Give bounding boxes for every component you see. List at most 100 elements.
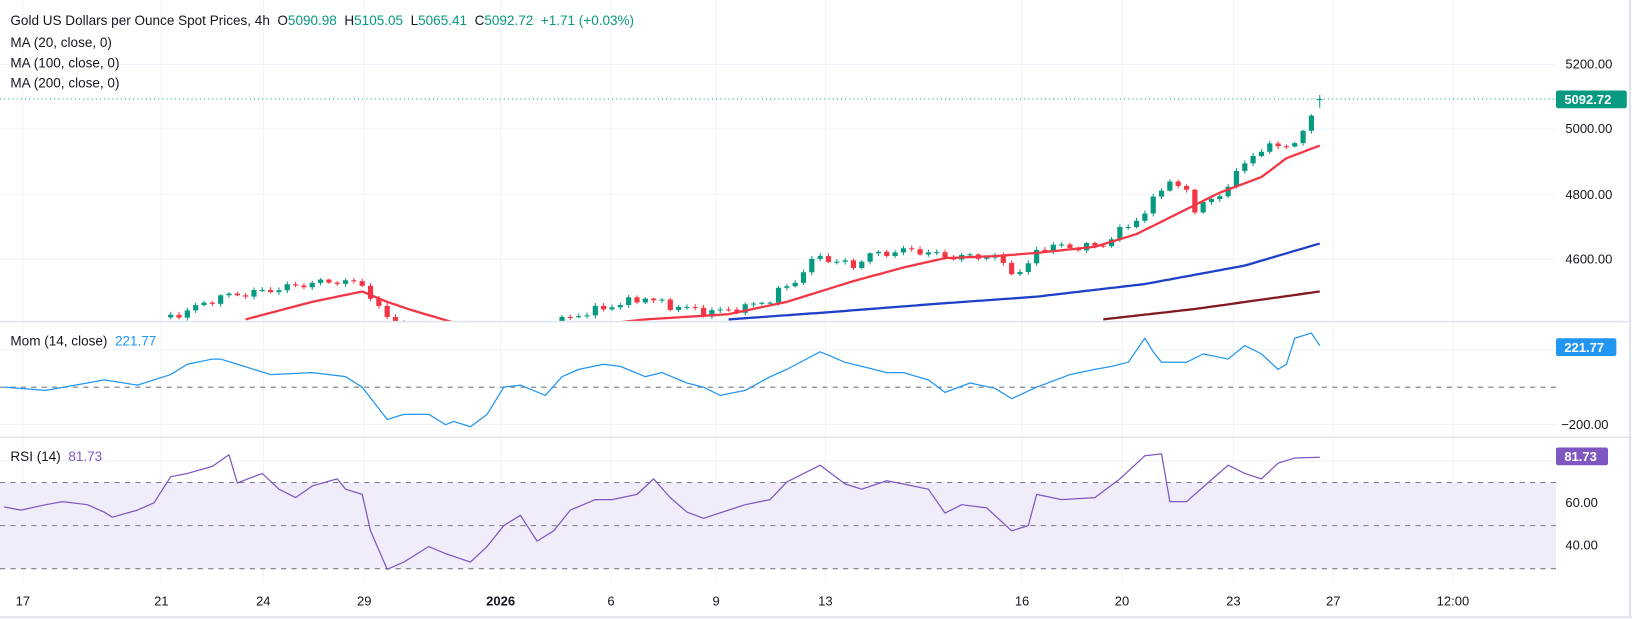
- candle-body: [168, 314, 174, 318]
- candle-body: [526, 329, 531, 338]
- mom-value: 221.77: [114, 333, 157, 349]
- candle-body: [817, 256, 823, 259]
- time-label: 29: [357, 594, 371, 609]
- rsi-band-fill: [0, 482, 1556, 569]
- candle-body: [176, 314, 182, 318]
- candle-body: [725, 309, 732, 311]
- candle-body: [900, 248, 907, 253]
- time-axis[interactable]: 17 21 24 29 2026 6 9 13 16 20 23 27 12:00: [16, 594, 1470, 609]
- ma100-line: [728, 242, 1321, 321]
- candle-body: [484, 337, 489, 345]
- ma100-legend[interactable]: MA (100, close, 0): [10, 55, 120, 71]
- candle-body: [218, 295, 224, 304]
- candle-body: [800, 272, 807, 283]
- ma200-legend[interactable]: MA (200, close, 0): [10, 74, 120, 91]
- candle-body: [609, 307, 615, 310]
- ma200-line: [1103, 290, 1320, 321]
- mom-title: Mom (14, close): [10, 333, 108, 349]
- candle-body: [934, 252, 940, 254]
- candle-body: [1092, 243, 1098, 246]
- price-axis[interactable]: 5200.00 5000.00 4800.00 4600.00 −200.00 …: [1555, 57, 1627, 553]
- candle-body: [309, 282, 315, 288]
- candle-body: [259, 290, 265, 292]
- rsi-tick-40: 40.00: [1565, 538, 1598, 553]
- candle-body: [501, 336, 506, 339]
- open-value: 5090.98: [287, 12, 337, 29]
- candle-body: [700, 307, 707, 317]
- candle-body: [1208, 199, 1215, 203]
- rsi-badge: 81.73: [1555, 447, 1609, 466]
- candle-body: [384, 305, 390, 317]
- candle-body: [842, 260, 848, 262]
- candle-body: [534, 327, 539, 328]
- time-label: 24: [256, 594, 270, 609]
- mom-badge-text: 221.77: [1564, 340, 1604, 355]
- candle-body: [410, 323, 415, 324]
- rsi-pane: [4, 453, 1320, 570]
- mom-legend[interactable]: Mom (14, close) 221.77: [10, 333, 156, 350]
- candle-body: [1125, 226, 1131, 229]
- rsi-tick-60: 60.00: [1565, 495, 1598, 510]
- rsi-legend[interactable]: RSI (14) 81.73: [10, 449, 102, 466]
- candle-body: [567, 316, 573, 318]
- candle-body: [1317, 98, 1323, 101]
- price-tick-4800: 4800.00: [1565, 187, 1612, 202]
- candle-body: [251, 290, 257, 297]
- time-label: 12:00: [1437, 594, 1470, 609]
- candle-body: [326, 279, 332, 283]
- candle-body: [193, 305, 199, 311]
- candle-body: [317, 279, 324, 283]
- momentum-pane: [4, 332, 1321, 428]
- candle-body: [1167, 181, 1173, 191]
- candle-body: [834, 261, 840, 263]
- candle-body: [1017, 271, 1023, 275]
- symbol-legend[interactable]: Gold US Dollars per Ounce Spot Prices, 4…: [10, 12, 634, 29]
- candle-body: [367, 285, 374, 299]
- candle-body: [543, 326, 548, 327]
- candle-body: [759, 302, 765, 304]
- candle-body: [1133, 220, 1140, 227]
- candle-body: [750, 303, 757, 305]
- candle-body: [925, 252, 931, 255]
- candle-body: [460, 337, 465, 338]
- candle-body: [692, 306, 698, 308]
- time-label: 16: [1015, 594, 1029, 609]
- candle-body: [551, 326, 556, 327]
- candle-body: [709, 310, 715, 317]
- open-label: O: [277, 12, 288, 29]
- candle-body: [468, 337, 473, 338]
- candle-body: [243, 295, 249, 297]
- candle-body: [1042, 249, 1048, 252]
- candle-body: [1117, 227, 1123, 240]
- candle-body: [684, 306, 690, 308]
- candle-body: [1009, 262, 1015, 275]
- candle-body: [792, 282, 798, 287]
- time-label: 9: [712, 594, 719, 609]
- candle-body: [909, 248, 915, 250]
- candle-body: [742, 304, 748, 313]
- candle-body: [376, 298, 382, 306]
- ma20-line: [245, 144, 1321, 322]
- price-tick-5200: 5200.00: [1565, 57, 1612, 72]
- candle-body: [359, 281, 365, 286]
- candle-body: [576, 316, 582, 318]
- candle-body: [809, 258, 815, 273]
- candle-body: [642, 298, 648, 303]
- ma20-legend[interactable]: MA (20, close, 0): [10, 34, 112, 50]
- candle-body: [301, 285, 307, 288]
- candle-body: [1300, 130, 1306, 144]
- close-value: 5092.72: [484, 12, 534, 29]
- candle-body: [1025, 263, 1031, 272]
- candle-body: [1059, 244, 1065, 246]
- price-badge-text: 5092.72: [1564, 92, 1611, 107]
- rsi-title: RSI (14): [10, 448, 61, 465]
- candle-body: [476, 337, 481, 338]
- candle-body: [1242, 163, 1248, 171]
- candle-body: [1217, 196, 1223, 200]
- change-value: +1.71 (+0.03%): [540, 12, 635, 29]
- candle-body: [1034, 249, 1040, 264]
- candle-body: [1267, 143, 1273, 152]
